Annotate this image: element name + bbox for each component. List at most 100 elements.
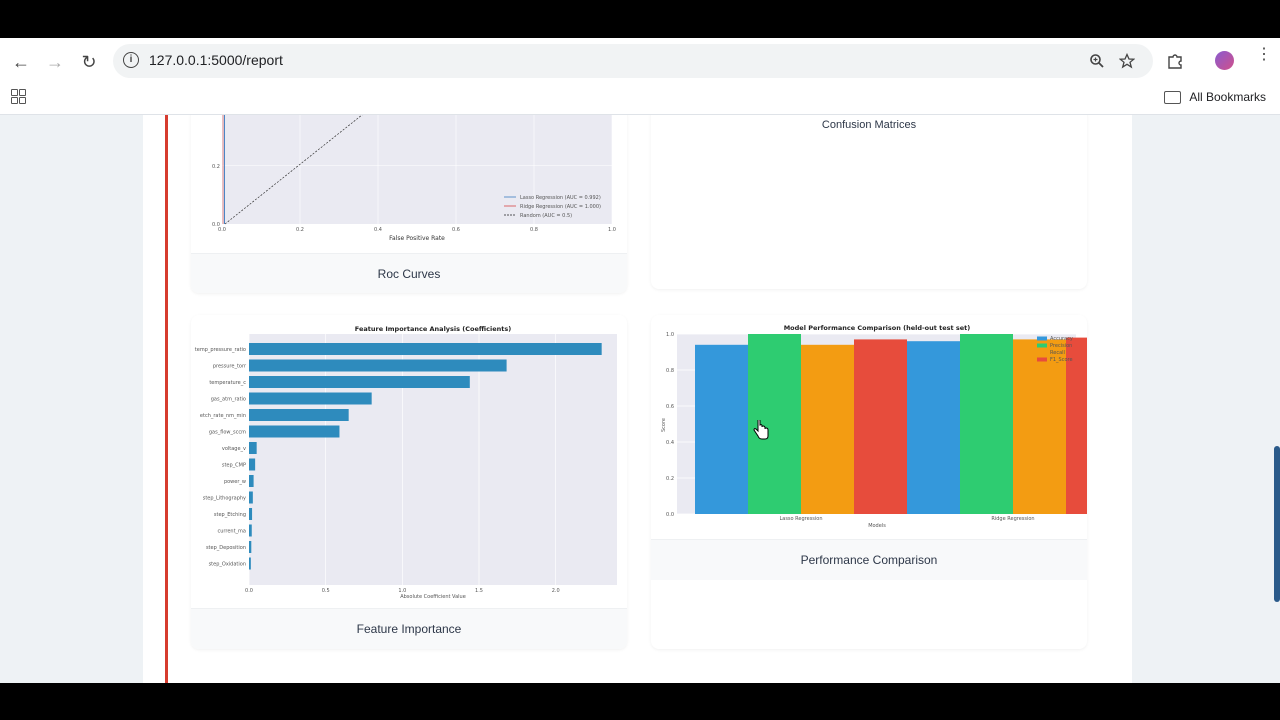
fi-bar (249, 343, 602, 355)
fi-category-label: temp_pressure_ratio (195, 347, 246, 353)
perf-ytick: 0.6 (666, 404, 674, 410)
extensions-icon[interactable] (1166, 51, 1184, 69)
perf-bar (801, 344, 854, 514)
perf-bar (854, 339, 907, 514)
reload-icon[interactable]: ↻ (81, 51, 97, 72)
fi-category-label: step_Deposition (206, 545, 246, 551)
roc-legend-random: Random (AUC = 0.5) (520, 213, 572, 219)
perf-bar (1066, 337, 1087, 514)
bookmark-star-icon[interactable] (1119, 53, 1135, 69)
fi-bar (249, 442, 257, 454)
fi-bar (249, 392, 372, 405)
fi-bar (249, 376, 470, 388)
fi-xtick: 0.5 (322, 588, 330, 594)
fi-category-label: step_Lithography (203, 495, 246, 501)
fi-bar (249, 524, 252, 537)
perf-caption: Performance Comparison (651, 539, 1087, 580)
roc-xtick: 0.6 (452, 227, 460, 233)
fi-bar (249, 475, 254, 487)
perf-ytick: 0.8 (666, 368, 674, 374)
roc-ytick-1: 0.0 (212, 222, 220, 228)
fi-bar (249, 557, 251, 570)
perf-bar (748, 334, 801, 514)
fi-bar (249, 425, 340, 438)
fi-bar (249, 359, 507, 372)
perf-bar (695, 344, 748, 514)
accent-border (165, 115, 168, 683)
perf-legend-label: Recall (1050, 350, 1065, 356)
roc-legend-lasso: Lasso Regression (AUC = 0.992) (520, 195, 601, 201)
fi-category-label: step_Etching (214, 512, 246, 518)
fi-category-label: pressure_torr (213, 363, 247, 369)
roc-xtick: 1.0 (608, 227, 616, 233)
perf-ytick: 0.4 (666, 440, 674, 446)
perf-chart-title: Model Performance Comparison (held-out t… (784, 324, 971, 332)
fi-category-label: gas_atm_ratio (211, 396, 246, 402)
fi-category-label: step_CMP (222, 462, 246, 468)
zoom-icon[interactable] (1089, 53, 1105, 69)
page-scrollbar[interactable] (1274, 446, 1280, 602)
folder-icon (1164, 90, 1182, 104)
performance-chart: Model Performance Comparison (held-out t… (661, 324, 1087, 529)
roc-xlabel: False Positive Rate (389, 235, 445, 242)
perf-bar (907, 341, 960, 514)
apps-grid-icon[interactable] (11, 89, 27, 105)
perf-legend-label: Precision (1050, 343, 1072, 349)
forward-icon[interactable]: → (46, 51, 64, 72)
perf-ytick: 0.0 (666, 512, 674, 518)
fi-category-label: power_w (224, 479, 246, 485)
roc-caption: Roc Curves (191, 253, 627, 293)
perf-ylabel: Score (661, 418, 667, 432)
top-frame (0, 0, 1280, 38)
browser-chrome: ← → ↻ i 127.0.0.1:5000/report ⋮ All Book… (0, 38, 1280, 115)
roc-xtick: 0.0 (218, 227, 226, 233)
fi-xtick: 1.5 (475, 588, 483, 594)
address-bar[interactable]: i 127.0.0.1:5000/report (113, 44, 1153, 78)
fi-bar (249, 409, 349, 421)
roc-xtick: 0.8 (530, 227, 538, 233)
all-bookmarks-button[interactable]: All Bookmarks (1164, 90, 1266, 104)
fi-caption: Feature Importance (191, 608, 627, 649)
perf-category-label: Lasso Regression (779, 516, 822, 522)
perf-ytick: 1.0 (666, 332, 674, 338)
roc-card: 0.2 0.0 0.0 0.2 0.4 0.6 0.8 1.0 False Positiv… (191, 115, 627, 293)
fi-xtick: 1.0 (398, 588, 406, 594)
roc-legend-ridge: Ridge Regression (AUC = 1.000) (520, 204, 601, 210)
fi-category-label: current_ma (218, 528, 246, 534)
perf-ytick: 0.2 (666, 476, 674, 482)
all-bookmarks-label: All Bookmarks (1189, 90, 1266, 104)
performance-card: Model Performance Comparison (held-out t… (651, 315, 1087, 649)
roc-legend: Lasso Regression (AUC = 0.992) Ridge Reg… (504, 195, 601, 219)
fi-xtick: 0.0 (245, 588, 253, 594)
fi-category-label: gas_flow_sccm (209, 429, 246, 435)
confusion-card: Confusion Matrices (651, 115, 1087, 289)
perf-category-label: Ridge Regression (991, 516, 1034, 522)
fi-bar (249, 491, 253, 504)
roc-xtick: 0.2 (296, 227, 304, 233)
roc-chart: 0.2 0.0 0.0 0.2 0.4 0.6 0.8 1.0 False Positiv… (212, 115, 616, 242)
fi-bar (249, 508, 253, 520)
menu-kebab-icon[interactable]: ⋮ (1256, 46, 1272, 63)
fi-category-label: voltage_v (222, 446, 246, 452)
roc-ytick-0: 0.2 (212, 164, 220, 170)
confusion-title: Confusion Matrices (821, 119, 917, 131)
perf-legend-swatch (1037, 343, 1047, 348)
site-info-icon[interactable]: i (123, 52, 139, 68)
roc-plot-area (222, 115, 612, 224)
bottom-frame (0, 683, 1280, 720)
perf-xlabel: Models (868, 523, 886, 529)
perf-bar (1013, 339, 1066, 514)
perf-legend-label: F1_Score (1050, 357, 1073, 363)
fi-category-label: etch_rate_nm_min (200, 413, 246, 419)
fi-chart-title: Feature Importance Analysis (Coefficient… (355, 325, 511, 333)
profile-avatar[interactable] (1215, 51, 1234, 70)
perf-legend-swatch (1037, 336, 1047, 341)
back-icon[interactable]: ← (12, 51, 30, 72)
roc-xtick: 0.4 (374, 227, 382, 233)
fi-xtick: 2.0 (552, 588, 560, 594)
perf-bar (960, 334, 1013, 514)
page-viewport: 0.2 0.0 0.0 0.2 0.4 0.6 0.8 1.0 False Positiv… (0, 115, 1280, 683)
url-text[interactable]: 127.0.0.1:5000/report (149, 52, 283, 68)
perf-legend-swatch (1037, 350, 1047, 355)
fi-category-label: step_Oxidation (209, 561, 246, 567)
